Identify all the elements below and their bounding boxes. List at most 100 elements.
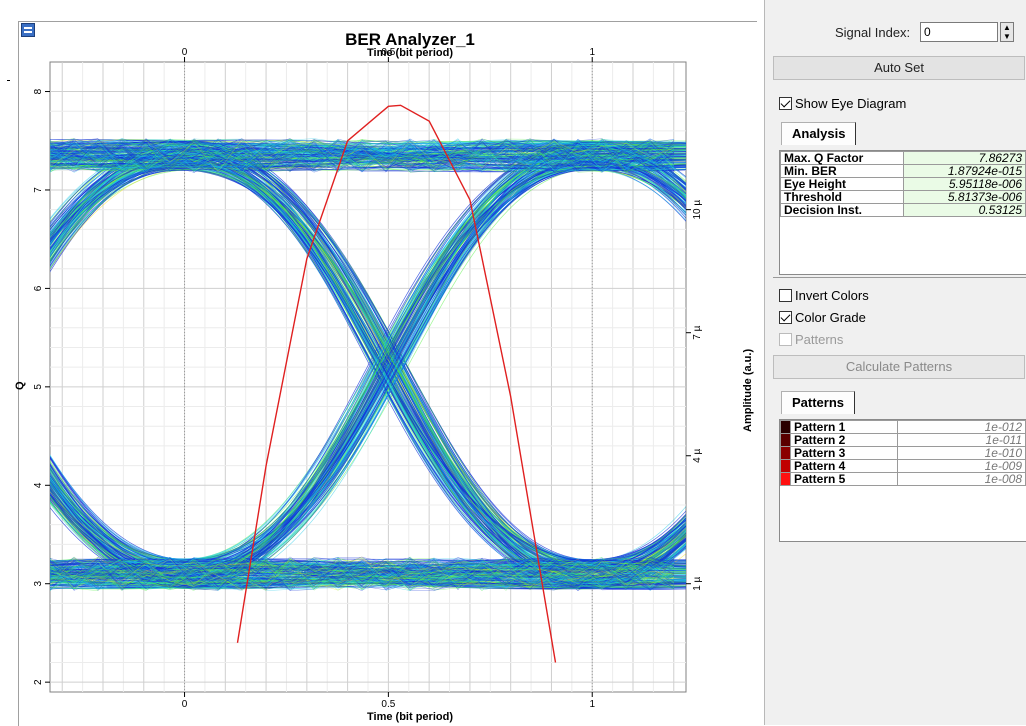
eye-trace [50,161,686,583]
eye-trace [50,153,686,577]
pattern-row[interactable]: Pattern 2 1e-011 [780,433,1026,447]
eye-trace [50,500,686,589]
pattern-name: Pattern 1 [790,420,898,434]
eye-trace [50,159,686,565]
level-noise-trace [50,557,675,591]
spinner-down-icon[interactable]: ▼ [1003,32,1011,41]
pattern-color-swatch[interactable] [780,459,791,473]
q-tick-label: 7 [33,187,44,193]
x-bottom-tick-label: 1 [589,699,595,710]
pattern-color-swatch[interactable] [780,472,791,486]
eye-trace [50,161,686,584]
pattern-color-swatch[interactable] [780,446,791,460]
analysis-value: 7.86273 [903,151,1026,165]
patterns-checkbox[interactable]: Patterns [779,332,843,347]
eye-trace [50,145,686,580]
show-eye-diagram-label: Show Eye Diagram [795,96,907,111]
eye-trace [50,151,686,589]
eye-trace [50,499,686,583]
spinner-up-icon[interactable]: ▲ [1003,23,1011,32]
eye-trace [50,161,686,572]
pattern-row[interactable]: Pattern 5 1e-008 [780,472,1026,486]
eye-trace [50,152,686,261]
eye-trace [50,160,686,201]
eye-trace [50,168,686,586]
level-noise-trace [50,138,675,173]
level-noise-trace [50,142,675,173]
pattern-row[interactable]: Pattern 1 1e-012 [780,420,1026,434]
pattern-row[interactable]: Pattern 3 1e-010 [780,446,1026,460]
eye-trace [50,141,686,574]
checkbox-checked-icon[interactable] [779,311,792,324]
level-noise-trace [50,556,675,591]
eye-trace [50,478,686,582]
analysis-row: Threshold 5.81373e-006 [780,190,1026,204]
eye-trace [50,139,686,186]
eye-trace [50,147,686,566]
checkbox-disabled-icon[interactable] [779,333,792,346]
invert-colors-checkbox[interactable]: Invert Colors [779,288,869,303]
amplitude-axis-title: Amplitude (a.u.) [742,348,754,432]
level-noise-trace [50,556,675,591]
pattern-color-swatch[interactable] [780,420,791,434]
eye-diagram-plot[interactable]: 0 0.5 1 0 0.5 1 2 3 4 5 6 7 8 1 µ 4 µ 7 µ 10 µ [0,0,764,725]
analysis-value: 5.81373e-006 [903,190,1026,204]
eye-trace [50,139,686,585]
signal-index-input[interactable]: 0 [920,22,998,42]
q-tick-label: 8 [33,88,44,94]
analyzer-window-icon[interactable] [21,23,35,37]
eye-trace [50,165,686,251]
tab-analysis[interactable]: Analysis [781,122,857,145]
eye-trace [50,168,686,560]
pattern-color-swatch[interactable] [780,433,791,447]
eye-trace [50,149,686,570]
eye-trace [50,152,686,568]
eye-trace [50,456,686,561]
checkbox-checked-icon[interactable] [779,97,792,110]
level-noise-trace [50,556,675,590]
tab-patterns[interactable]: Patterns [781,391,856,414]
eye-trace [50,156,686,263]
level-noise-trace [50,557,675,590]
analysis-value: 5.95118e-006 [903,177,1026,191]
eye-trace [50,140,686,579]
eye-trace [50,160,686,561]
eye-trace [50,147,686,573]
amplitude-tick-label: 1 µ [692,576,703,590]
q-axis-title: Q [14,381,26,390]
eye-trace [50,158,686,570]
plot-title: BER Analyzer_1 [345,30,475,49]
checkbox-unchecked-icon[interactable] [779,289,792,302]
calculate-patterns-button[interactable]: Calculate Patterns [773,355,1025,379]
eye-trace [50,151,686,590]
analysis-key: Min. BER [780,164,904,178]
pattern-row[interactable]: Pattern 4 1e-009 [780,459,1026,473]
eye-trace [50,169,686,586]
eye-trace [50,141,686,241]
eye-trace [50,146,686,586]
signal-index-spinner[interactable]: ▲ ▼ [1000,22,1014,42]
eye-trace [50,153,686,580]
eye-trace [50,159,686,582]
side-panel: Signal Index: 0 ▲ ▼ Auto Set Show Eye Di… [764,0,1026,725]
level-noise-trace [50,559,675,588]
analysis-value: 0.53125 [903,203,1026,217]
axis-ticks: 0 0.5 1 0 0.5 1 2 3 4 5 6 7 8 1 µ 4 µ 7 µ 10 µ [33,47,703,710]
eye-trace [50,166,686,570]
level-noise-trace [50,557,675,588]
eye-trace [50,160,686,576]
pattern-ber-value: 1e-010 [897,446,1026,460]
show-eye-diagram-checkbox[interactable]: Show Eye Diagram [779,96,906,111]
color-grade-checkbox[interactable]: Color Grade [779,310,866,325]
eye-trace [50,572,686,589]
auto-set-button[interactable]: Auto Set [773,56,1025,80]
pattern-name: Pattern 4 [790,459,898,473]
eye-trace [50,147,686,571]
eye-trace [50,143,686,570]
pattern-ber-value: 1e-009 [897,459,1026,473]
analysis-value: 1.87924e-015 [903,164,1026,178]
analysis-row: Min. BER 1.87924e-015 [780,164,1026,178]
level-noise-trace [50,138,675,172]
analysis-key: Decision Inst. [780,203,904,217]
